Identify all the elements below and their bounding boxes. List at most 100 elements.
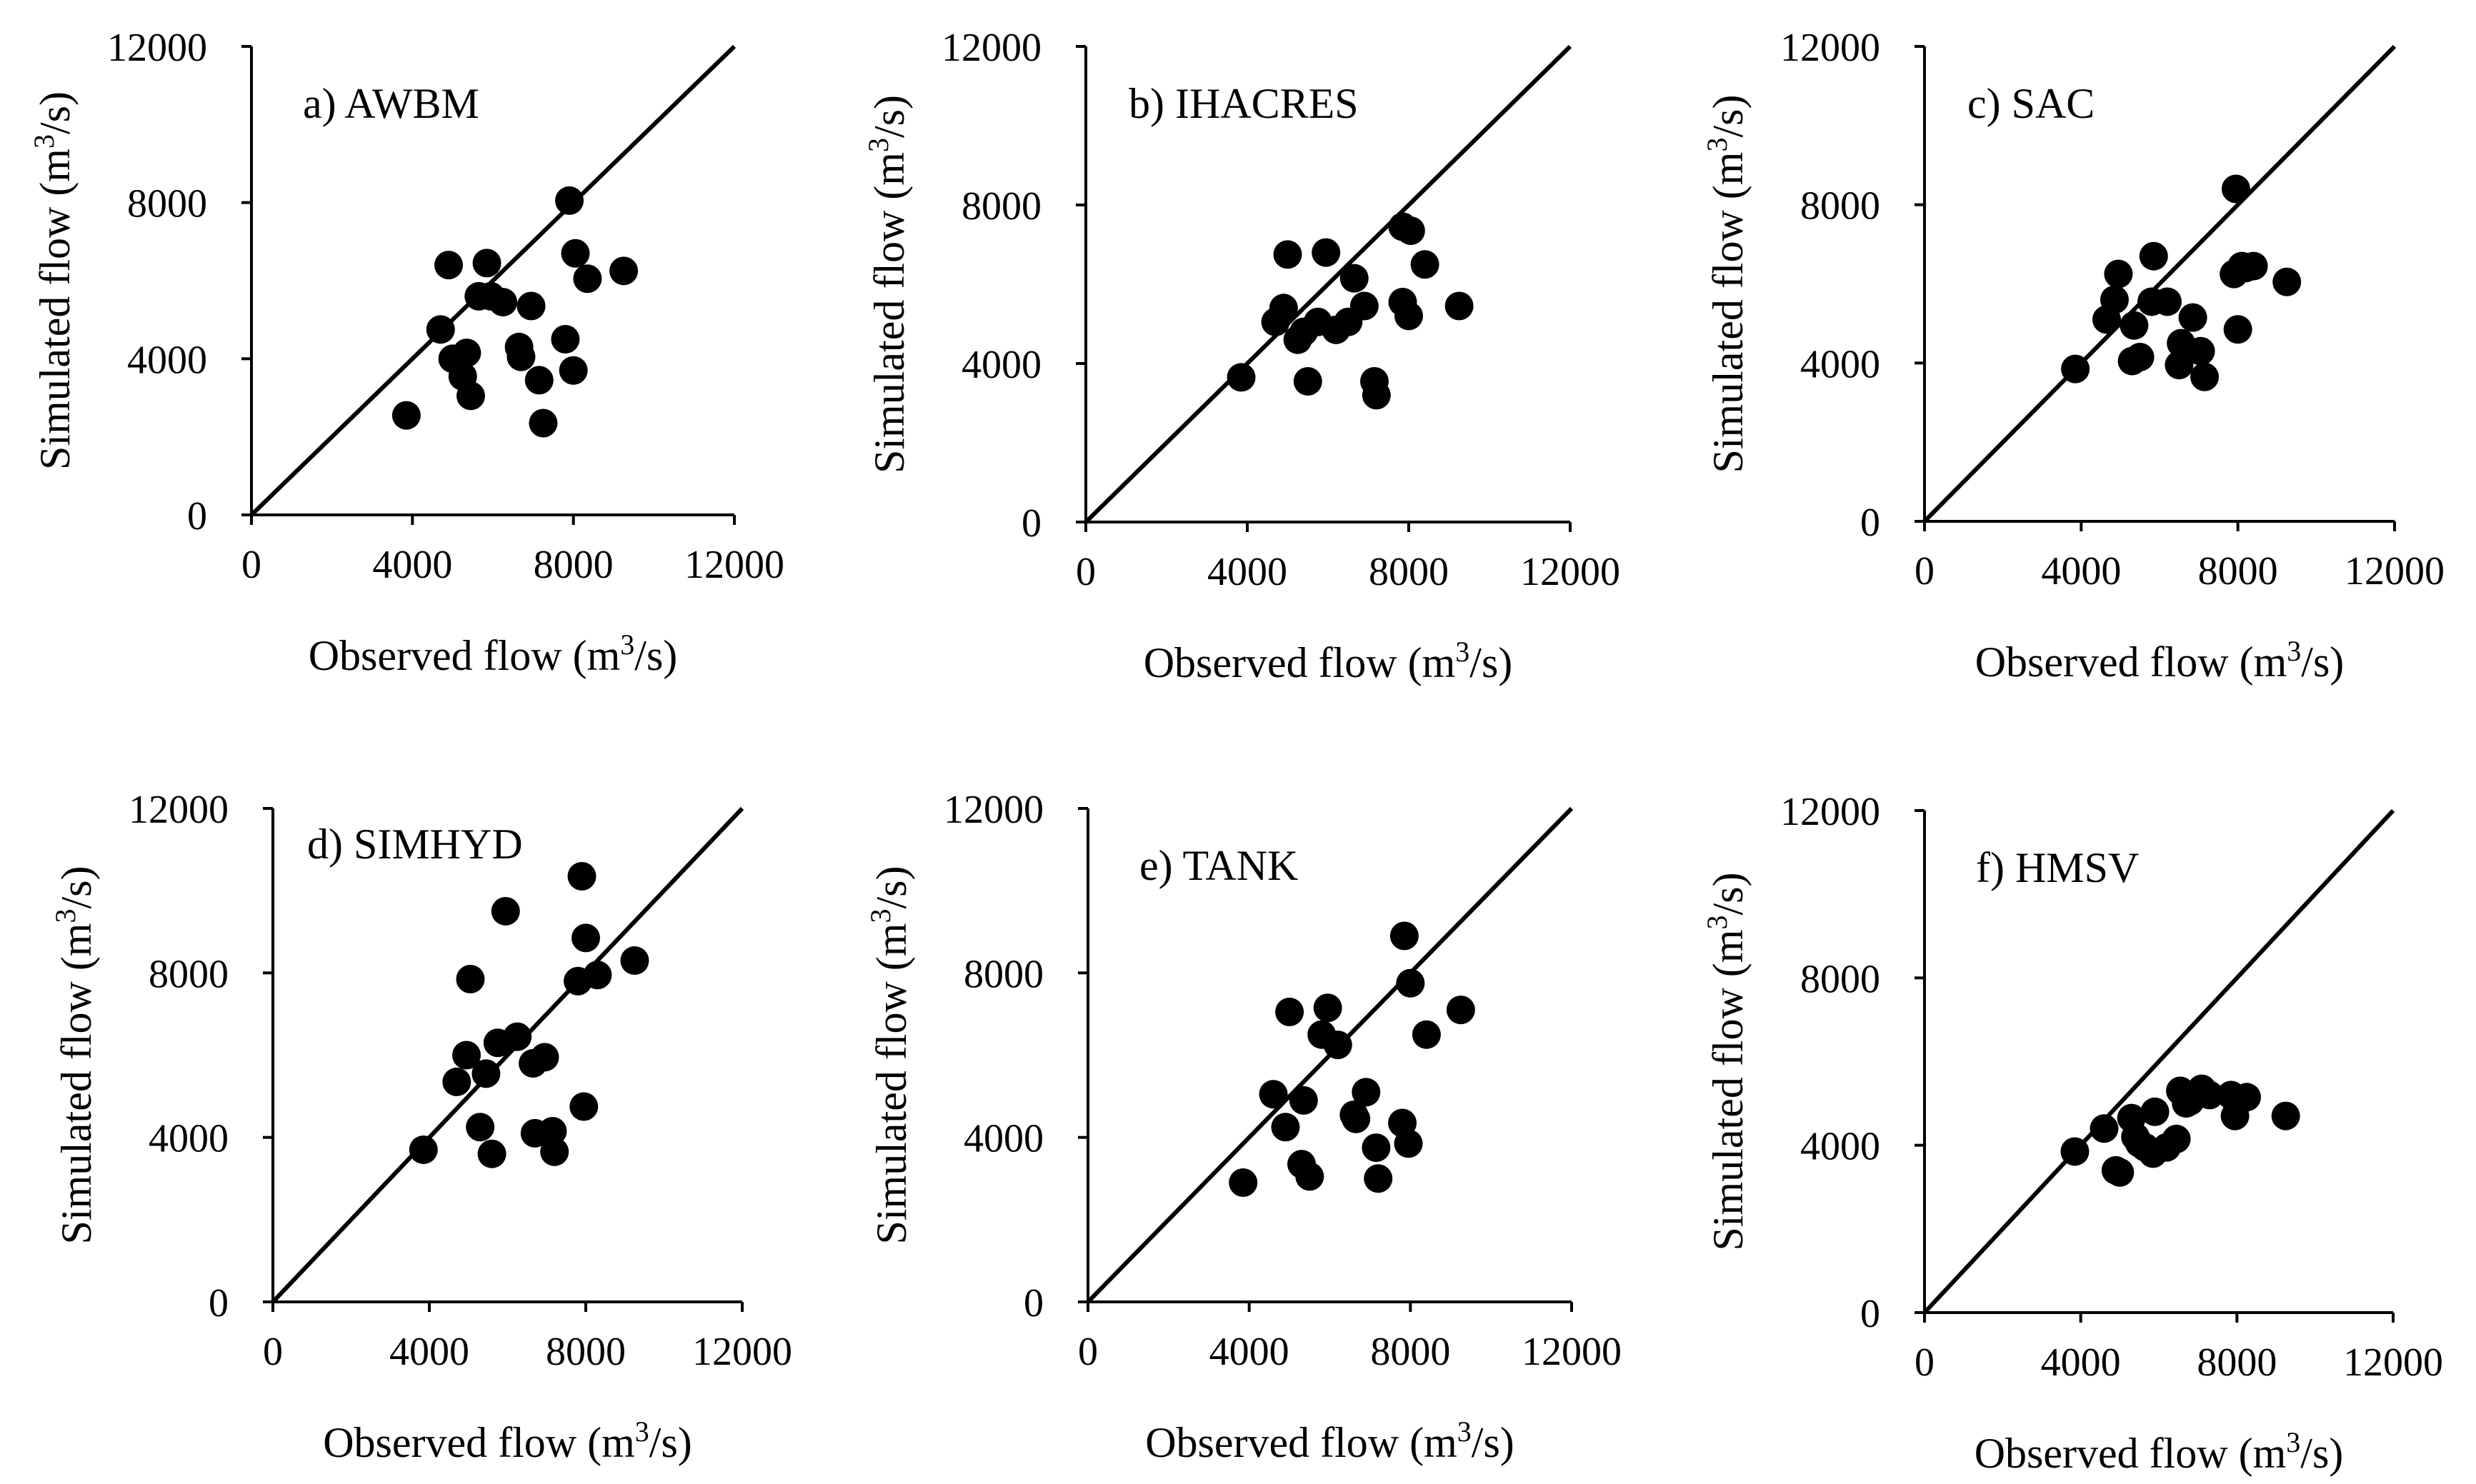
y-tick-label: 0	[1024, 1281, 1044, 1325]
x-tick-label: 0	[1076, 550, 1096, 594]
data-point	[1323, 1031, 1352, 1060]
x-tick-label: 4000	[389, 1330, 469, 1374]
data-point	[1362, 1133, 1391, 1163]
data-point	[434, 251, 464, 280]
data-point	[456, 381, 486, 411]
x-tick-label: 4000	[1209, 1330, 1289, 1374]
data-point	[1289, 1086, 1318, 1115]
x-tick-label: 12000	[1522, 1330, 1622, 1374]
data-point	[1339, 264, 1369, 293]
y-tick-label: 12000	[107, 26, 207, 70]
x-tick-label: 0	[241, 543, 261, 587]
data-point	[471, 1059, 501, 1088]
data-point	[524, 366, 554, 395]
panel-title: c) SAC	[1967, 80, 2095, 127]
panel-4: 0 4000 8000 12000 0 4000 8000 12000 d) SIMHYD Obs…	[49, 788, 793, 1466]
y-tick-label: 8000	[149, 952, 229, 996]
data-point	[1444, 291, 1474, 321]
x-tick-label: 12000	[2343, 1340, 2443, 1385]
x-tick-label: 8000	[546, 1330, 626, 1374]
data-point	[571, 923, 600, 953]
x-tick-label: 0	[1078, 1330, 1098, 1374]
data-point	[2060, 1137, 2090, 1166]
data-point	[2100, 285, 2129, 314]
y-tick-label: 8000	[127, 182, 207, 226]
x-tick-label: 4000	[2041, 549, 2121, 593]
x-axis-title: Observed flow (m3/s)	[1144, 636, 1513, 687]
data-point	[1312, 238, 1341, 267]
one-to-one-line	[1922, 44, 2397, 523]
data-point	[2105, 1158, 2135, 1187]
data-point	[529, 408, 558, 438]
data-point	[472, 249, 501, 278]
one-to-one-line	[1922, 808, 2395, 1315]
y-tick-label: 12000	[129, 788, 229, 832]
panel-title: a) AWBM	[303, 80, 479, 127]
x-axis-title: Observed flow (m3/s)	[1975, 635, 2345, 686]
data-point	[2152, 287, 2182, 316]
x-tick-label: 8000	[2197, 1340, 2277, 1385]
data-point	[2190, 362, 2220, 391]
data-point	[561, 239, 590, 268]
data-point	[2195, 1081, 2225, 1110]
panel-5: 0 4000 8000 12000 0 4000 8000 12000 e) TANK Obser…	[864, 788, 1622, 1466]
x-tick-label: 4000	[1207, 550, 1287, 594]
data-point	[489, 288, 518, 317]
data-point	[609, 256, 639, 286]
data-point	[2125, 343, 2155, 372]
y-axis-title: Simulated flow (m3/s)	[1701, 873, 1752, 1251]
y-axis-title: Simulated flow (m3/s)	[862, 95, 914, 473]
one-to-one-line	[271, 806, 744, 1304]
x-tick-label: 8000	[534, 543, 614, 587]
y-tick-label: 0	[187, 494, 207, 538]
y-tick-label: 0	[1860, 501, 1880, 545]
data-point	[2090, 1114, 2119, 1143]
x-axis-title: Observed flow (m3/s)	[1975, 1426, 2344, 1478]
one-to-one-line	[1084, 44, 1572, 524]
data-point	[2104, 259, 2133, 289]
one-to-one-line	[249, 44, 737, 517]
data-point	[1362, 381, 1391, 410]
y-tick-label: 4000	[962, 343, 1042, 387]
y-tick-label: 8000	[964, 952, 1044, 996]
x-axis-title: Observed flow (m3/s)	[323, 1415, 692, 1467]
data-point	[1342, 1104, 1371, 1133]
data-point	[1446, 996, 1475, 1025]
x-tick-label: 8000	[1370, 1330, 1450, 1374]
data-point	[2186, 336, 2215, 366]
y-axis-title: Simulated flow (m3/s)	[864, 866, 916, 1245]
y-tick-label: 4000	[964, 1117, 1044, 1161]
data-point	[2223, 315, 2252, 344]
data-point	[1313, 993, 1342, 1023]
data-point	[1394, 301, 1423, 331]
x-tick-label: 4000	[372, 543, 452, 587]
data-point	[1410, 250, 1439, 279]
data-point	[491, 896, 520, 926]
x-tick-label: 12000	[1520, 550, 1620, 594]
data-point	[538, 1117, 567, 1146]
data-point	[1293, 366, 1322, 396]
y-tick-label: 12000	[944, 788, 1044, 832]
x-tick-label: 8000	[1369, 550, 1449, 594]
data-point	[1273, 240, 1302, 269]
data-point	[516, 291, 546, 321]
panel-title: b) IHACRES	[1129, 80, 1359, 127]
panel-1: 0 4000 8000 12000 0 4000 8000 12000 a) AWBM Obser…	[28, 26, 785, 679]
data-point	[2140, 1097, 2170, 1126]
x-axis-title: Observed flow (m3/s)	[309, 628, 678, 680]
data-point	[1271, 1113, 1300, 1142]
y-tick-label: 8000	[1800, 957, 1880, 1001]
data-point	[559, 356, 588, 385]
x-tick-label: 12000	[2345, 549, 2445, 593]
y-tick-label: 12000	[1780, 26, 1880, 70]
y-tick-label: 12000	[1780, 790, 1880, 834]
data-point	[1275, 998, 1304, 1027]
data-point	[1352, 1078, 1381, 1107]
data-point	[569, 1092, 599, 1121]
data-point	[503, 1022, 532, 1051]
x-tick-label: 12000	[692, 1330, 792, 1374]
data-point	[567, 862, 596, 891]
data-point	[2178, 303, 2207, 332]
data-point	[1394, 1129, 1423, 1158]
